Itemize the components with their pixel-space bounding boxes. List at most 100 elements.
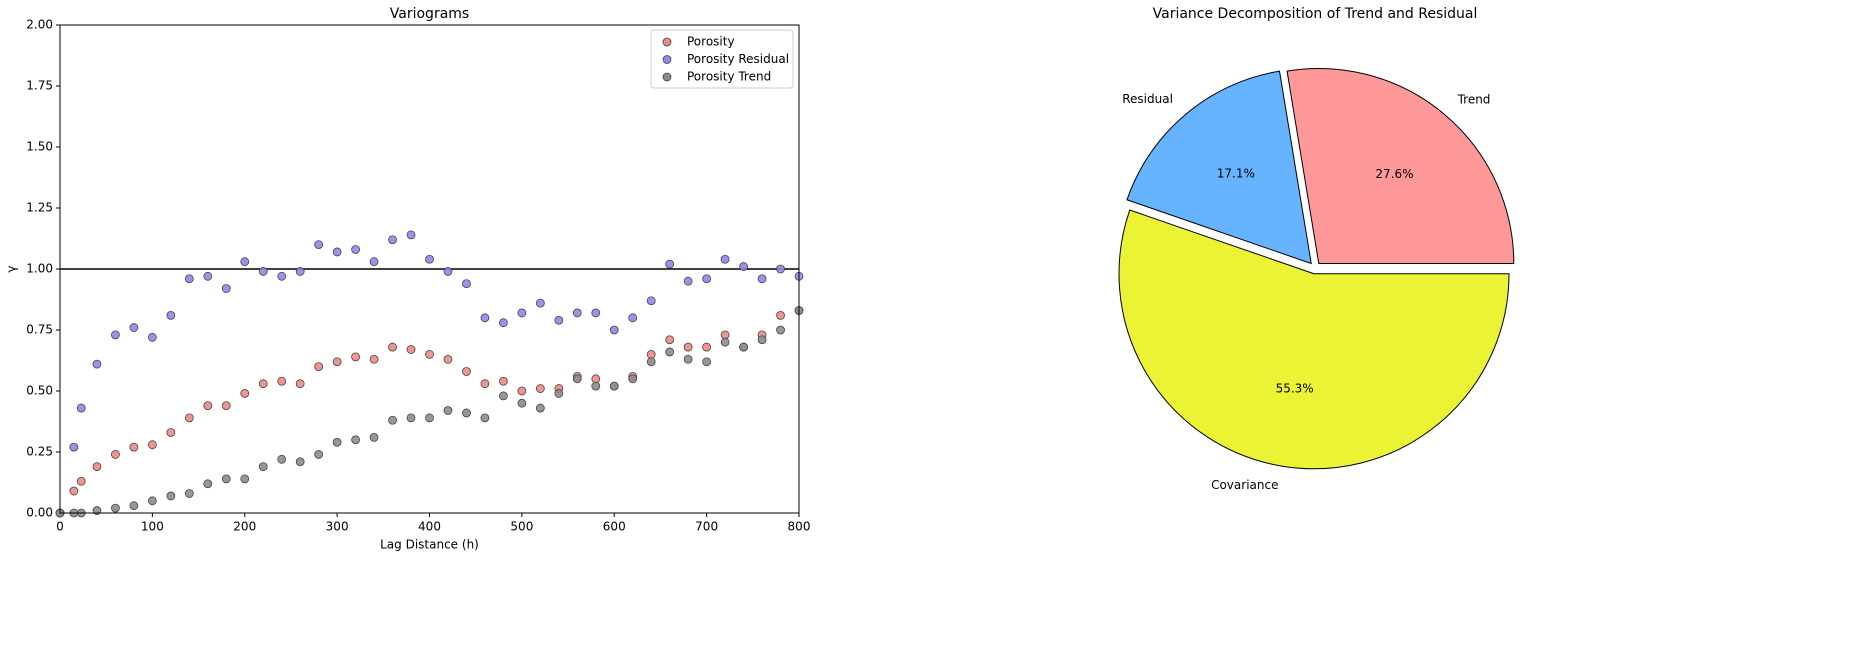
y-tick-label: 1.25	[26, 201, 53, 215]
data-point	[332, 247, 342, 257]
data-point	[480, 313, 490, 323]
data-point	[406, 230, 416, 240]
pie-slice	[1126, 70, 1312, 265]
data-point	[184, 489, 194, 498]
x-tick-label: 500	[510, 520, 533, 534]
data-point	[720, 330, 730, 340]
data-point	[240, 257, 250, 267]
x-tick-label: 700	[695, 520, 718, 534]
data-point	[111, 450, 120, 459]
data-point	[646, 296, 656, 306]
data-point	[184, 413, 194, 423]
data-point	[683, 354, 693, 364]
data-point	[111, 330, 120, 340]
data-point	[240, 474, 250, 484]
data-point	[425, 349, 434, 359]
data-point	[388, 415, 397, 425]
data-point	[147, 496, 157, 506]
data-point	[203, 479, 213, 489]
data-point	[258, 379, 268, 389]
data-point	[609, 325, 619, 335]
data-point	[665, 335, 675, 345]
data-point	[69, 442, 79, 452]
y-tick-label: 2.00	[26, 18, 53, 32]
y-tick-label: 1.00	[26, 262, 53, 276]
data-point	[314, 450, 324, 459]
legend-marker	[662, 37, 672, 47]
data-point	[111, 503, 120, 513]
y-tick-label: 0.25	[26, 445, 53, 459]
y-axis-label: γ	[5, 265, 19, 272]
data-point	[388, 235, 397, 245]
data-point	[203, 271, 213, 281]
legend-marker	[662, 72, 672, 82]
data-point	[480, 379, 490, 389]
y-tick-label: 1.50	[26, 140, 53, 154]
x-tick-label: 400	[418, 520, 441, 534]
data-point	[92, 462, 102, 472]
data-point	[462, 367, 471, 376]
data-point	[757, 335, 767, 345]
legend-label: Porosity Residual	[687, 52, 789, 66]
data-point	[221, 401, 231, 411]
data-point	[739, 262, 748, 271]
data-point	[314, 362, 324, 372]
data-point	[425, 413, 434, 423]
data-point	[76, 403, 86, 413]
data-point	[535, 298, 545, 308]
data-point	[739, 342, 748, 352]
chart-title: Variance Decomposition of Trend and Resi…	[1153, 6, 1478, 22]
data-point	[628, 374, 638, 384]
data-point	[591, 374, 601, 384]
legend: Porosity Porosity Residual Porosity Trend	[650, 29, 794, 89]
slice-label: Trend	[1457, 92, 1491, 106]
x-tick-label: 600	[603, 520, 626, 534]
data-point	[498, 391, 508, 401]
legend-label: Porosity Trend	[687, 70, 771, 84]
data-point	[591, 308, 601, 318]
data-point	[480, 413, 490, 423]
data-point	[776, 310, 785, 320]
data-point	[443, 354, 453, 364]
data-point	[609, 381, 619, 391]
data-point	[388, 342, 397, 352]
data-point	[406, 345, 416, 354]
data-point	[406, 413, 416, 423]
legend-frame	[650, 29, 794, 89]
pie-slice	[1118, 209, 1510, 470]
data-point	[665, 347, 675, 357]
x-axis-label: Lag Distance (h)	[380, 538, 479, 552]
data-point	[702, 274, 712, 284]
data-point	[129, 501, 139, 511]
data-point	[498, 376, 508, 386]
x-tick-label: 200	[233, 520, 256, 534]
data-point	[129, 323, 139, 332]
data-point	[147, 440, 157, 450]
data-point	[646, 357, 656, 367]
data-point	[462, 408, 471, 418]
y-tick-label: 0.50	[26, 384, 53, 398]
data-point	[776, 264, 785, 274]
data-point	[69, 486, 79, 496]
value-label: 17.1%	[1217, 167, 1255, 181]
data-point	[184, 274, 194, 284]
data-point	[166, 491, 176, 501]
data-point	[351, 352, 361, 362]
data-point	[351, 245, 361, 254]
data-point	[295, 457, 305, 467]
y-tick-label: 0.75	[26, 323, 53, 337]
data-point	[683, 276, 693, 286]
data-point	[295, 379, 305, 389]
data-point	[517, 398, 527, 408]
data-point	[757, 274, 767, 284]
data-point	[535, 384, 545, 393]
data-point	[221, 284, 231, 293]
data-point	[369, 432, 379, 442]
data-point	[702, 342, 712, 352]
data-point	[517, 386, 527, 396]
x-tick-label: 100	[141, 520, 164, 534]
data-point	[351, 435, 361, 445]
data-point	[295, 267, 305, 276]
y-tick-label: 1.75	[26, 79, 53, 93]
